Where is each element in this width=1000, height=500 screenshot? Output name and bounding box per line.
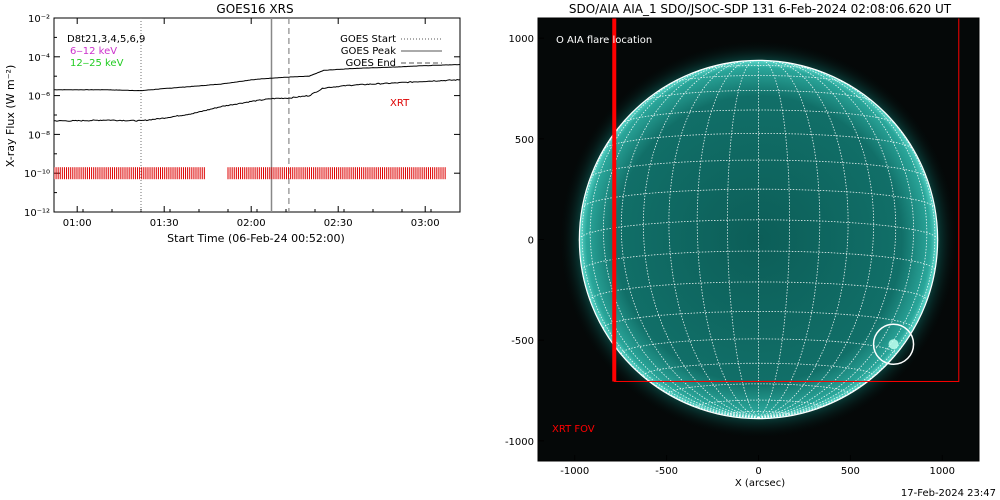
legend-detectors: D8t21,3,4,5,6,9	[67, 34, 145, 45]
goes-chart: GOES16 XRS 10⁻¹² 10⁻¹⁰ 10⁻⁸ 10⁻⁶ 10⁻⁴ 10⁻² 01…	[4, 2, 461, 245]
aia-x-axis-label: X (arcsec)	[735, 478, 785, 489]
aia-x-tick-label: 1000	[930, 466, 955, 477]
latitude-line	[603, 132, 914, 150]
y-tick-label: 10⁻⁶	[28, 92, 50, 103]
aia-image-panel: SDO/AIA AIA_1 SDO/JSOC-SDP 131 6-Feb-202…	[505, 2, 996, 499]
aia-y-tick-label: -1000	[505, 437, 534, 448]
aia-y-tick-label: 0	[528, 236, 534, 247]
longitude-line	[668, 60, 759, 418]
goes-series-high-energy	[54, 78, 460, 122]
goes-x-axis: 01:00 01:30 02:00 02:30 03:00	[53, 18, 461, 229]
legend-low-energy: 6‒12 keV	[70, 46, 117, 57]
legend-goes-peak: GOES Peak	[341, 46, 396, 57]
y-tick-label: 10⁻¹²	[24, 208, 50, 219]
aia-y-tick-label: -500	[511, 336, 534, 347]
y-tick-label: 10⁻⁴	[28, 53, 50, 64]
x-tick-label: 03:00	[411, 218, 440, 229]
xrt-coverage-marks	[54, 167, 446, 180]
aia-y-tick-label: 1000	[509, 34, 534, 45]
x-tick-label: 01:30	[150, 218, 179, 229]
goes-chart-title: GOES16 XRS	[216, 2, 293, 16]
goes-series-low-energy	[54, 64, 460, 92]
latitude-line	[700, 64, 817, 71]
longitude-line	[758, 67, 928, 418]
goes-series-lines	[54, 64, 460, 122]
goes-event-lines	[140, 18, 290, 212]
longitude-line	[581, 87, 759, 418]
aia-image-title: SDO/AIA AIA_1 SDO/JSOC-SDP 131 6-Feb-202…	[569, 2, 952, 16]
goes-y-axis-label: X-ray Flux (W m⁻²)	[4, 65, 17, 167]
longitude-line	[758, 60, 875, 418]
longitude-line	[620, 62, 759, 418]
plot-timestamp: 17-Feb-2024 23:47	[901, 488, 996, 499]
flare-brightening	[888, 339, 899, 350]
latitude-line	[621, 109, 896, 124]
aia-x-tick-label: -1000	[560, 466, 589, 477]
longitude-line	[758, 60, 790, 418]
xrt-fov-left-edge	[612, 18, 617, 382]
aia-flare-legend: O AIA flare location	[556, 35, 652, 46]
longitude-line	[758, 60, 821, 418]
aia-x-axis: -1000 -500 0 500 1000	[560, 455, 955, 477]
aia-y-tick-label: 500	[515, 135, 534, 146]
aia-x-tick-label: 0	[755, 466, 761, 477]
longitude-line	[589, 67, 759, 418]
latitude-line	[620, 338, 897, 355]
legend-high-energy: 12‒25 keV	[70, 58, 124, 69]
y-tick-label: 10⁻⁸	[28, 130, 50, 141]
solar-limb	[578, 59, 939, 420]
legend-goes-start: GOES Start	[340, 34, 396, 45]
aia-x-tick-label: 500	[841, 466, 860, 477]
longitude-line	[602, 64, 759, 418]
flare-location-marker	[872, 323, 915, 365]
longitude-line	[758, 64, 915, 418]
longitude-line	[758, 60, 849, 418]
x-tick-label: 02:30	[324, 218, 353, 229]
legend-goes-end: GOES End	[346, 58, 396, 69]
xrt-fov-label: XRT FOV	[552, 424, 595, 435]
aia-y-axis: -1000 -500 0 500 1000	[505, 34, 544, 448]
longitude-line	[642, 60, 759, 418]
longitude-line	[696, 60, 759, 418]
goes-x-axis-label: Start Time (06-Feb-24 00:52:00)	[167, 232, 345, 245]
longitude-line	[758, 62, 897, 418]
goes-y-axis: 10⁻¹² 10⁻¹⁰ 10⁻⁸ 10⁻⁶ 10⁻⁴ 10⁻²	[24, 14, 460, 219]
longitude-line	[758, 87, 936, 418]
longitude-line	[727, 60, 759, 418]
y-tick-label: 10⁻¹⁰	[24, 169, 50, 180]
y-tick-label: 10⁻²	[28, 14, 50, 25]
x-tick-label: 01:00	[63, 218, 92, 229]
xrt-label: XRT	[390, 98, 410, 109]
aia-x-tick-label: -500	[655, 466, 678, 477]
x-tick-label: 02:00	[237, 218, 266, 229]
